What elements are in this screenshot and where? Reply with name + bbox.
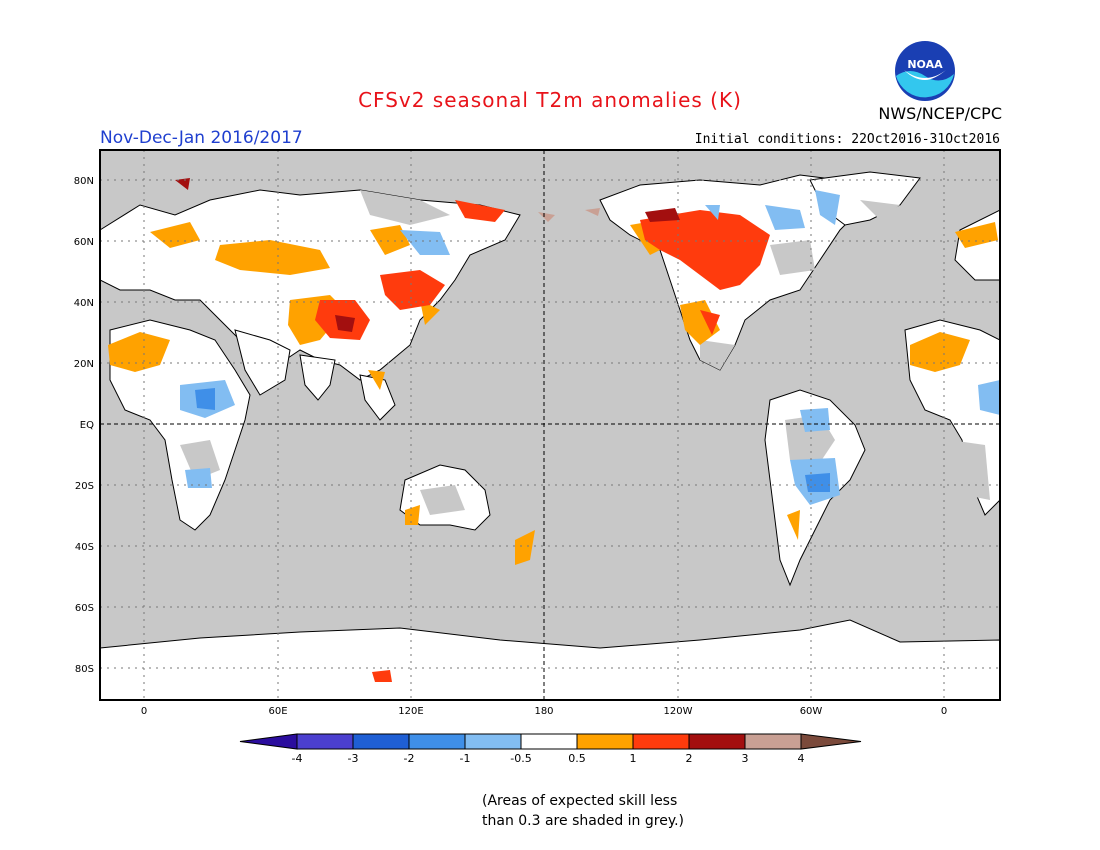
initial-conditions: Initial conditions: 22Oct2016-31Oct2016	[694, 132, 1000, 147]
legend-tick-label: 2	[686, 752, 693, 765]
anomaly-blue	[180, 190, 1000, 505]
lon-label: 180	[534, 706, 553, 717]
legend-tick-label: -0.5	[510, 752, 531, 765]
agency-label: NWS/NCEP/CPC	[878, 104, 1002, 123]
lon-label: 60W	[800, 706, 823, 717]
anomaly-brown	[538, 208, 600, 222]
map-gridlines	[100, 150, 1000, 700]
map-frame	[99, 149, 1001, 701]
legend-swatch	[352, 733, 410, 750]
legend-tick-label: -4	[292, 752, 303, 765]
legend-swatch	[744, 733, 802, 750]
legend-arrow-right	[800, 733, 862, 750]
lat-label: EQ	[80, 420, 94, 431]
lat-label: 80S	[75, 664, 94, 675]
lat-label: 60N	[74, 237, 94, 248]
lon-label: 120W	[664, 706, 693, 717]
legend-tick-label: 1	[630, 752, 637, 765]
lat-label: 40N	[74, 298, 94, 309]
legend-swatch	[296, 733, 354, 750]
legend-tick-label: -3	[348, 752, 359, 765]
legend-tick-label: -2	[404, 752, 415, 765]
lat-label: 80N	[74, 176, 94, 187]
color-legend: -4 -3 -2 -1 -0.5 0.5 1 2 3 4	[239, 733, 862, 765]
lon-labels: 0 60E 120E 180 120W 60W 0	[141, 706, 947, 717]
footnote-line-1: (Areas of expected skill less	[482, 793, 678, 809]
legend-tick-label: 4	[798, 752, 805, 765]
legend-swatch	[688, 733, 746, 750]
noaa-logo: NOAA	[895, 41, 955, 101]
lon-label: 0	[141, 706, 147, 717]
no-skill-areas	[180, 190, 990, 515]
legend-swatch	[408, 733, 466, 750]
legend-swatch	[520, 733, 578, 750]
lon-label: 0	[941, 706, 947, 717]
lat-label: 20S	[75, 481, 94, 492]
legend-tick-label: -1	[460, 752, 471, 765]
legend-arrow-left	[239, 733, 298, 750]
forecast-period: Nov-Dec-Jan 2016/2017	[100, 128, 303, 148]
lat-label: 60S	[75, 603, 94, 614]
anomaly-red	[315, 200, 770, 682]
lat-label: 20N	[74, 359, 94, 370]
chart-title: CFSv2 seasonal T2m anomalies (K)	[358, 88, 742, 112]
skill-footnote: (Areas of expected skill less than 0.3 a…	[482, 791, 684, 831]
footnote-line-2: than 0.3 are shaded in grey.)	[482, 813, 685, 829]
lat-label: 40S	[75, 542, 94, 553]
legend-tick-label: 0.5	[568, 752, 586, 765]
lon-label: 60E	[268, 706, 287, 717]
legend-swatch	[632, 733, 690, 750]
lon-label: 120E	[398, 706, 423, 717]
anomaly-darkred	[175, 178, 680, 332]
legend-swatch	[464, 733, 522, 750]
legend-swatch	[576, 733, 634, 750]
legend-tick-label: 3	[742, 752, 749, 765]
lat-labels: 80N 60N 40N 20N EQ 20S 40S 60S 80S	[74, 176, 94, 675]
noaa-logo-text: NOAA	[907, 58, 943, 71]
